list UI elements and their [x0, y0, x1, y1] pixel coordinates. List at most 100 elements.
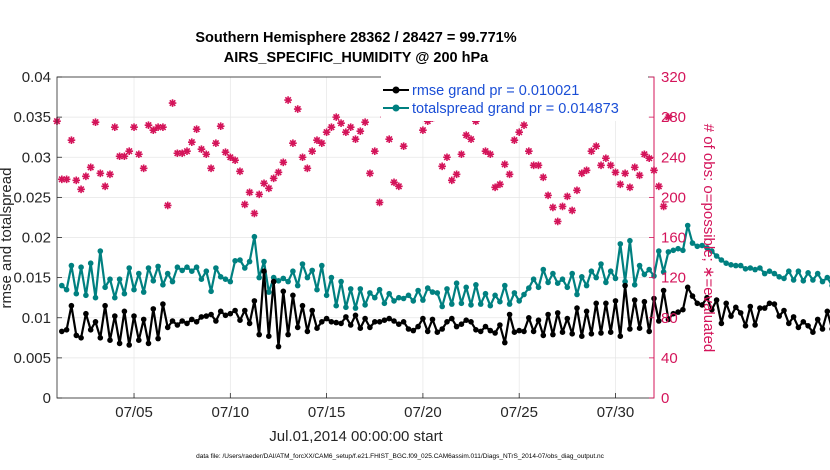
legend-box [381, 72, 648, 121]
spread-point [405, 292, 412, 299]
rmse-point [261, 268, 267, 275]
spread-point [299, 261, 306, 267]
spread-point [569, 270, 575, 277]
rmse-point [670, 310, 677, 317]
rmse-point [530, 328, 537, 335]
spread-point [463, 284, 470, 291]
rmse-point [583, 308, 590, 315]
spread-point [328, 274, 335, 281]
rmse-point [540, 332, 547, 339]
rmse-point [800, 319, 807, 325]
spread-point [747, 265, 754, 271]
rmse-point [757, 305, 763, 311]
legend-rmse-marker [392, 86, 400, 94]
obs-marker [106, 170, 114, 179]
obs-marker [452, 170, 461, 179]
spread-point [766, 268, 773, 275]
rmse-point [564, 315, 571, 322]
spread-point [280, 275, 287, 282]
spread-point [193, 264, 200, 271]
spread-point [737, 262, 744, 269]
rmse-point [193, 319, 200, 325]
obs-marker [163, 201, 172, 210]
rmse-point [665, 316, 672, 323]
rmse-point [97, 335, 104, 341]
rmse-point [169, 318, 176, 324]
spread-point [482, 290, 489, 297]
rmse-point [786, 320, 792, 327]
obs-marker [346, 123, 355, 131]
spread-point [275, 278, 282, 284]
spread-point [814, 270, 821, 277]
spread-point [131, 286, 137, 293]
spread-point [776, 274, 782, 280]
rmse-point [516, 327, 522, 334]
rmse-point [347, 322, 354, 328]
rmse-point [208, 311, 214, 318]
spread-point [102, 284, 108, 291]
spread-point [444, 286, 450, 292]
rmse-point [92, 319, 99, 325]
spread-point [680, 247, 686, 254]
spread-point [473, 282, 479, 288]
rmse-point [280, 288, 287, 295]
y-left-tick-label: 0.04 [22, 69, 51, 86]
y-right-tick-label: 80 [661, 310, 678, 327]
rmse-point [352, 312, 359, 319]
spread-point [314, 286, 320, 293]
spread-point [150, 278, 157, 284]
spread-point [116, 276, 123, 283]
rmse-point [607, 329, 614, 336]
rmse-point [155, 335, 161, 342]
obs-marker [457, 150, 466, 159]
spread-point [343, 304, 349, 311]
spread-point [598, 261, 604, 267]
rmse-point [246, 320, 253, 327]
spread-point [92, 294, 99, 301]
rmse-point [675, 309, 681, 315]
obs-marker [58, 175, 66, 184]
obs-marker [308, 147, 316, 156]
rmse-point [396, 321, 402, 328]
obs-marker [226, 153, 235, 162]
spread-point [540, 266, 547, 273]
rmse-point [198, 314, 205, 320]
spread-point [516, 298, 522, 304]
spread-point [424, 285, 431, 291]
rmse-point [627, 326, 633, 332]
rmse-point [449, 315, 455, 322]
spread-point [684, 222, 691, 229]
rmse-point [78, 335, 84, 341]
obs-marker [390, 178, 398, 187]
rmse-point [391, 318, 397, 324]
y-left-tick-label: 0 [43, 390, 51, 407]
spread-point [386, 290, 393, 297]
obs-marker [491, 183, 499, 192]
rmse-point [121, 308, 128, 315]
obs-marker [91, 118, 100, 126]
spread-point [160, 282, 166, 288]
spread-point [636, 262, 643, 269]
spread-point [824, 274, 830, 281]
rmse-point [174, 322, 181, 328]
spread-point [251, 233, 258, 240]
spread-point [579, 274, 585, 280]
spread-point [73, 290, 80, 297]
chart-subtitle: AIRS_SPECIFIC_HUMIDITY @ 200 hPa [224, 50, 489, 66]
rmse-point [660, 287, 667, 294]
spread-point [415, 287, 421, 294]
obs-marker [549, 203, 557, 212]
rmse-point [617, 333, 624, 340]
spread-point [222, 276, 229, 283]
rmse-point [545, 311, 551, 318]
obs-marker [173, 149, 182, 158]
rmse-point [405, 326, 412, 332]
obs-marker [496, 180, 504, 189]
rmse-point [656, 318, 662, 324]
obs-marker [573, 186, 581, 195]
y-right-tick-label: 160 [661, 230, 686, 247]
rmse-point [309, 307, 316, 314]
spread-point [381, 300, 388, 307]
rmse-point [251, 298, 258, 304]
y-right-tick-label: 0 [661, 390, 669, 407]
